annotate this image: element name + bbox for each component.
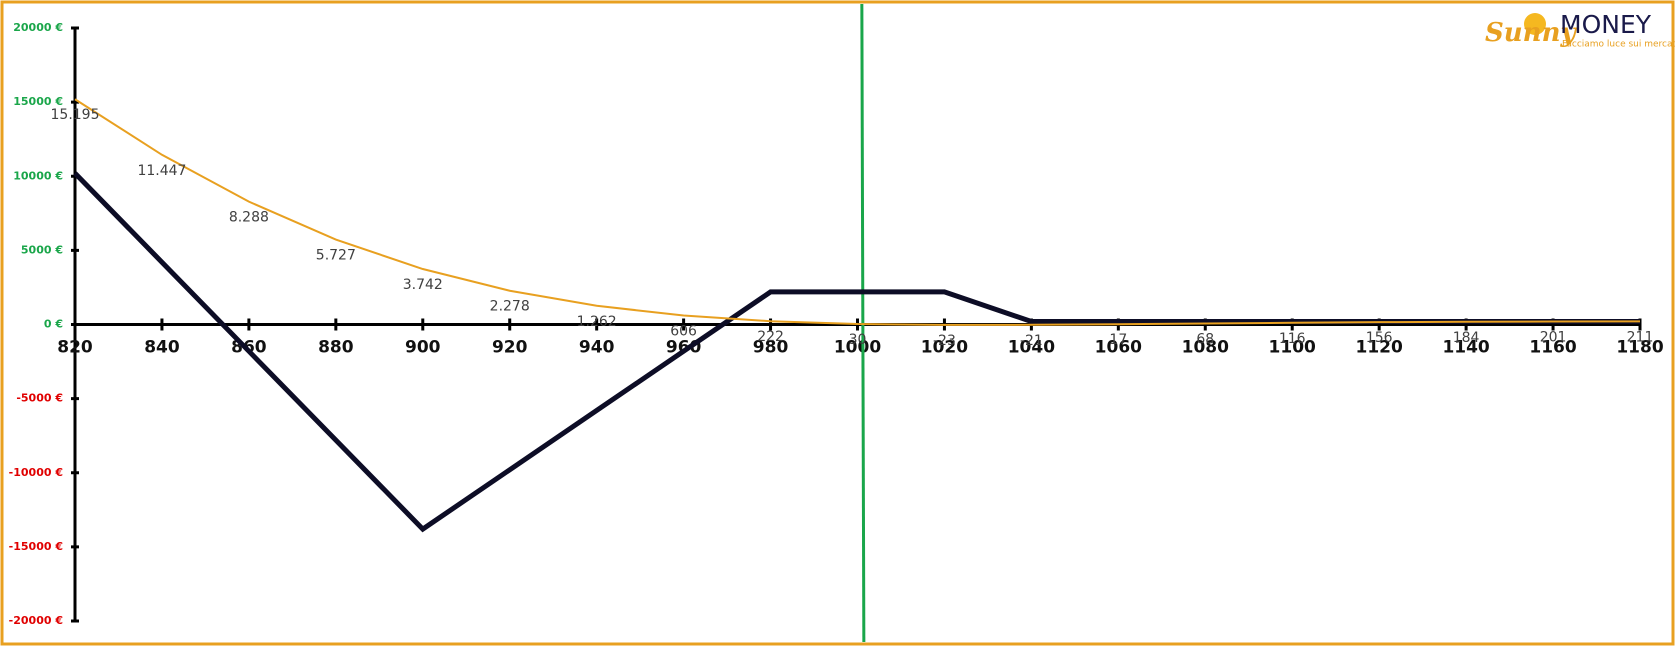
- y-tick-label: -5000 €: [16, 392, 63, 405]
- data-label: 68: [1196, 331, 1214, 347]
- x-tick-label: 820: [57, 338, 93, 358]
- logo-name: Sunny: [1485, 18, 1577, 48]
- series-line: [74, 98, 1641, 326]
- x-tick-label: 920: [492, 338, 528, 358]
- data-label: 17: [1109, 332, 1127, 348]
- x-tick-label: 1000: [834, 338, 881, 358]
- logo-name: MONEY: [1560, 10, 1652, 39]
- y-tick-label: -15000 €: [9, 540, 63, 553]
- y-tick-label: 0 €: [44, 318, 63, 331]
- data-label: 156: [1366, 330, 1393, 346]
- x-tick-label: 1040: [1008, 338, 1055, 358]
- logo-sun: [1524, 13, 1546, 35]
- x-tick-label: 1020: [921, 338, 968, 358]
- y-tick-label: 20000 €: [13, 21, 63, 34]
- x-tick-label: 1180: [1616, 338, 1663, 358]
- data-label: 116: [1279, 331, 1306, 347]
- data-label: 1.262: [577, 314, 617, 330]
- y-tick-label: 10000 €: [13, 169, 63, 182]
- logo-tagline: Facciamo luce sui mercati: [1562, 40, 1675, 50]
- data-label: 15.195: [51, 107, 100, 123]
- x-tick-label: 880: [318, 338, 354, 358]
- x-tick-label: 940: [579, 338, 615, 358]
- x-tick-label: 980: [753, 338, 789, 358]
- price-line: [860, 3, 866, 643]
- y-tick-label: -10000 €: [9, 466, 63, 479]
- y-tick-label: 15000 €: [13, 95, 63, 108]
- x-tick-label: 1080: [1182, 338, 1229, 358]
- data-label: 606: [670, 324, 697, 340]
- data-label: 8.288: [229, 210, 269, 226]
- data-label: 184: [1453, 330, 1480, 346]
- x-tick-label: 840: [144, 338, 180, 358]
- data-label: 201: [1540, 330, 1567, 346]
- data-label: 2.278: [490, 299, 530, 315]
- data-label: 222: [757, 329, 784, 345]
- x-tick-label: 900: [405, 338, 441, 358]
- data-label: 3.742: [403, 277, 443, 293]
- data-label: -21: [1020, 333, 1043, 349]
- data-label: 11.447: [137, 163, 186, 179]
- x-tick-label: 1100: [1269, 338, 1316, 358]
- x-tick-label: 1140: [1442, 338, 1489, 358]
- x-tick-label: 1160: [1529, 338, 1576, 358]
- data-label: -23: [933, 333, 956, 349]
- y-tick-label: 5000 €: [21, 243, 63, 256]
- data-label: 211: [1627, 329, 1654, 345]
- x-tick-label: 1060: [1095, 338, 1142, 358]
- logo: Sunny MONEY Facciamo luce sui mercati: [1485, 10, 1675, 50]
- data-label: 5.727: [316, 248, 356, 264]
- data-label: 30: [849, 332, 867, 348]
- x-tick-label: 1120: [1356, 338, 1403, 358]
- y-tick-label: -20000 €: [9, 614, 63, 627]
